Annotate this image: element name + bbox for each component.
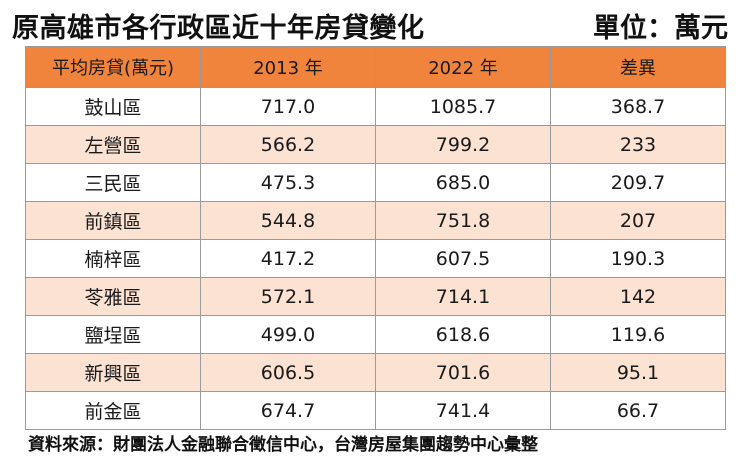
district-cell: 苓雅區 [25,277,201,316]
mortgage-table: 平均房貸(萬元) 2013 年 2022 年 差異 鼓山區 717.0 1085… [25,46,726,430]
difference-cell: 95.1 [550,353,726,392]
source-note: 資料來源：財團法人金融聯合徵信中心，台灣房屋集團趨勢中心彙整 [28,435,538,455]
difference-cell: 190.3 [550,239,726,278]
value-2013-cell: 572.1 [200,277,376,316]
difference-cell: 119.6 [550,315,726,354]
unit-label: 單位：萬元 [593,13,728,44]
header-2022: 2022 年 [375,46,551,88]
header-district: 平均房貸(萬元) [25,46,201,88]
value-2013-cell: 417.2 [200,239,376,278]
value-2022-cell: 1085.7 [375,87,551,126]
difference-cell: 233 [550,125,726,164]
header-difference: 差異 [550,46,726,88]
value-2022-cell: 701.6 [375,353,551,392]
value-2022-cell: 618.6 [375,315,551,354]
table-row: 左營區 566.2 799.2 233 [25,125,726,164]
table-header-row: 平均房貸(萬元) 2013 年 2022 年 差異 [25,46,726,88]
district-cell: 新興區 [25,353,201,392]
value-2022-cell: 714.1 [375,277,551,316]
table-row: 前金區 674.7 741.4 66.7 [25,391,726,430]
district-cell: 鼓山區 [25,87,201,126]
value-2022-cell: 607.5 [375,239,551,278]
header-2013: 2013 年 [200,46,376,88]
value-2013-cell: 475.3 [200,163,376,202]
difference-cell: 368.7 [550,87,726,126]
value-2022-cell: 741.4 [375,391,551,430]
value-2013-cell: 606.5 [200,353,376,392]
value-2013-cell: 544.8 [200,201,376,240]
table-row: 前鎮區 544.8 751.8 207 [25,201,726,240]
table-row: 三民區 475.3 685.0 209.7 [25,163,726,202]
district-cell: 前鎮區 [25,201,201,240]
difference-cell: 209.7 [550,163,726,202]
table-row: 鼓山區 717.0 1085.7 368.7 [25,87,726,126]
table-row: 苓雅區 572.1 714.1 142 [25,277,726,316]
table-row: 楠梓區 417.2 607.5 190.3 [25,239,726,278]
district-cell: 左營區 [25,125,201,164]
value-2013-cell: 717.0 [200,87,376,126]
value-2022-cell: 799.2 [375,125,551,164]
district-cell: 鹽埕區 [25,315,201,354]
title-bar: 原高雄市各行政區近十年房貸變化 單位：萬元 [12,4,738,44]
difference-cell: 66.7 [550,391,726,430]
table-row: 新興區 606.5 701.6 95.1 [25,353,726,392]
page-title: 原高雄市各行政區近十年房貸變化 [12,13,425,44]
value-2022-cell: 685.0 [375,163,551,202]
difference-cell: 207 [550,201,726,240]
district-cell: 前金區 [25,391,201,430]
district-cell: 楠梓區 [25,239,201,278]
value-2013-cell: 566.2 [200,125,376,164]
difference-cell: 142 [550,277,726,316]
table-row: 鹽埕區 499.0 618.6 119.6 [25,315,726,354]
value-2022-cell: 751.8 [375,201,551,240]
value-2013-cell: 674.7 [200,391,376,430]
value-2013-cell: 499.0 [200,315,376,354]
district-cell: 三民區 [25,163,201,202]
